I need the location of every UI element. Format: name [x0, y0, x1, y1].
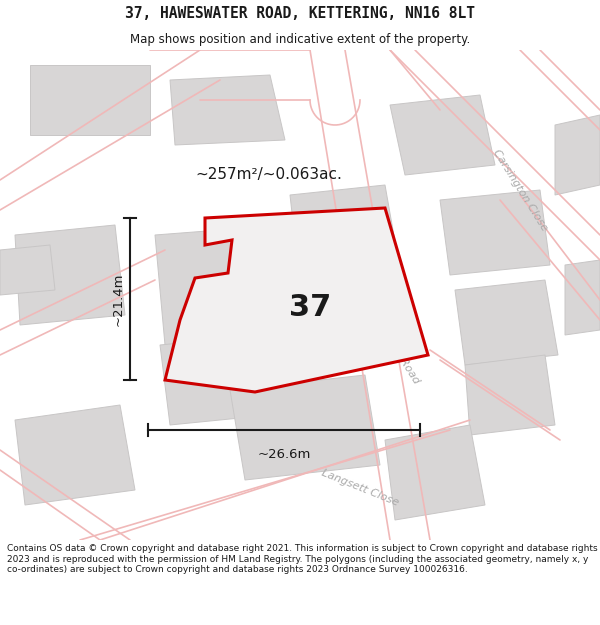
Polygon shape: [390, 95, 495, 175]
Polygon shape: [155, 225, 300, 345]
Text: Carsington Close: Carsington Close: [491, 148, 549, 232]
Polygon shape: [170, 75, 285, 145]
Polygon shape: [160, 330, 320, 425]
Polygon shape: [455, 280, 558, 365]
Text: Map shows position and indicative extent of the property.: Map shows position and indicative extent…: [130, 32, 470, 46]
Text: 37: 37: [289, 294, 331, 322]
Polygon shape: [465, 355, 555, 435]
Polygon shape: [15, 405, 135, 505]
Polygon shape: [385, 425, 485, 520]
Polygon shape: [440, 190, 550, 275]
Polygon shape: [15, 225, 125, 325]
Text: ~26.6m: ~26.6m: [257, 448, 311, 461]
Polygon shape: [565, 260, 600, 335]
Text: Haweswater Road: Haweswater Road: [359, 294, 421, 386]
Polygon shape: [555, 115, 600, 195]
Polygon shape: [30, 65, 150, 135]
Text: Langsett Close: Langsett Close: [320, 468, 400, 508]
Text: ~257m²/~0.063ac.: ~257m²/~0.063ac.: [195, 168, 342, 182]
Text: Contains OS data © Crown copyright and database right 2021. This information is : Contains OS data © Crown copyright and d…: [7, 544, 598, 574]
Text: 37, HAWESWATER ROAD, KETTERING, NN16 8LT: 37, HAWESWATER ROAD, KETTERING, NN16 8LT: [125, 6, 475, 21]
Text: ~21.4m: ~21.4m: [112, 272, 125, 326]
Polygon shape: [0, 245, 55, 295]
Polygon shape: [230, 375, 380, 480]
Polygon shape: [290, 185, 400, 285]
Polygon shape: [165, 208, 428, 392]
